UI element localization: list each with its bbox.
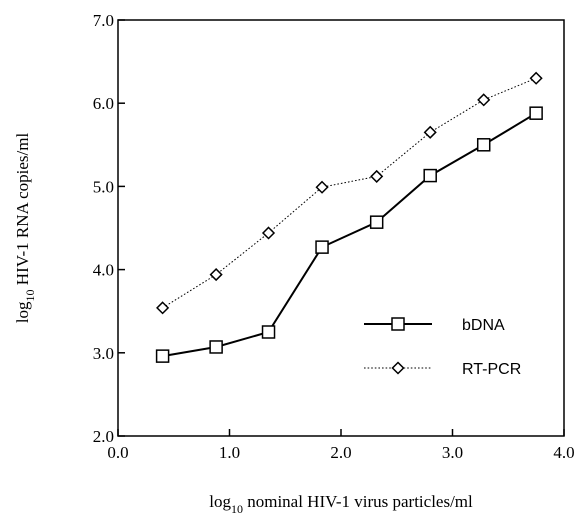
data-point-bdna — [209, 340, 223, 354]
data-point-bdna — [315, 240, 329, 254]
x-axis-title-text: nominal HIV-1 virus particles/ml — [243, 492, 473, 511]
legend: bDNA RT-PCR — [364, 317, 521, 378]
x-tick-label: 3.0 — [442, 443, 463, 462]
y-tick-label: 7.0 — [93, 11, 114, 30]
y-axis-title-sub: 10 — [23, 289, 37, 301]
y-tick-label: 6.0 — [93, 94, 114, 113]
data-point-rt-pcr — [529, 71, 543, 85]
y-tick-label: 4.0 — [93, 261, 114, 280]
legend-label-bdna: bDNA — [462, 317, 505, 334]
y-axis-title-text: HIV-1 RNA copies/ml — [13, 133, 32, 290]
x-axis-title-log: log — [209, 492, 231, 511]
data-point-rt-pcr — [315, 180, 329, 194]
data-point-rt-pcr — [477, 93, 491, 107]
y-tick-label: 3.0 — [93, 344, 114, 363]
data-point-bdna — [155, 349, 170, 363]
x-tick-label: 4.0 — [553, 443, 574, 462]
series-line-bdna — [162, 112, 537, 358]
data-point-bdna — [529, 106, 543, 120]
x-axis-title-sub: 10 — [231, 502, 243, 516]
legend-label-rt-pcr: RT-PCR — [462, 361, 521, 378]
legend-marker-bdna — [391, 317, 405, 331]
y-axis-title-log: log — [13, 301, 32, 323]
data-point-rt-pcr — [370, 169, 384, 183]
legend-marker-rt-pcr — [391, 361, 405, 375]
x-axis-ticks: 0.0 1.0 2.0 3.0 4.0 — [107, 429, 575, 462]
data-point-rt-pcr — [156, 301, 170, 315]
data-point-rt-pcr — [209, 268, 223, 282]
legend-entry-bdna: bDNA — [364, 317, 505, 334]
data-point-rt-pcr — [423, 125, 437, 139]
y-tick-label: 2.0 — [93, 427, 114, 446]
data-point-bdna — [423, 168, 437, 183]
y-axis-ticks: 2.0 3.0 4.0 5.0 6.0 7.0 — [93, 11, 125, 446]
data-point-rt-pcr — [261, 226, 276, 240]
data-point-bdna — [261, 325, 276, 339]
series-layer — [155, 71, 543, 363]
legend-entry-rt-pcr: RT-PCR — [364, 361, 521, 378]
data-point-bdna — [476, 138, 491, 152]
y-axis-title: log10 HIV-1 RNA copies/ml — [13, 133, 37, 324]
x-tick-label: 2.0 — [330, 443, 351, 462]
x-axis-title: log10 nominal HIV-1 virus particles/ml — [209, 492, 473, 516]
data-point-bdna — [369, 215, 384, 229]
x-tick-label: 1.0 — [219, 443, 240, 462]
y-tick-label: 5.0 — [93, 177, 114, 196]
series-line-rt-pcr — [162, 77, 537, 309]
x-tick-label: 0.0 — [107, 443, 128, 462]
